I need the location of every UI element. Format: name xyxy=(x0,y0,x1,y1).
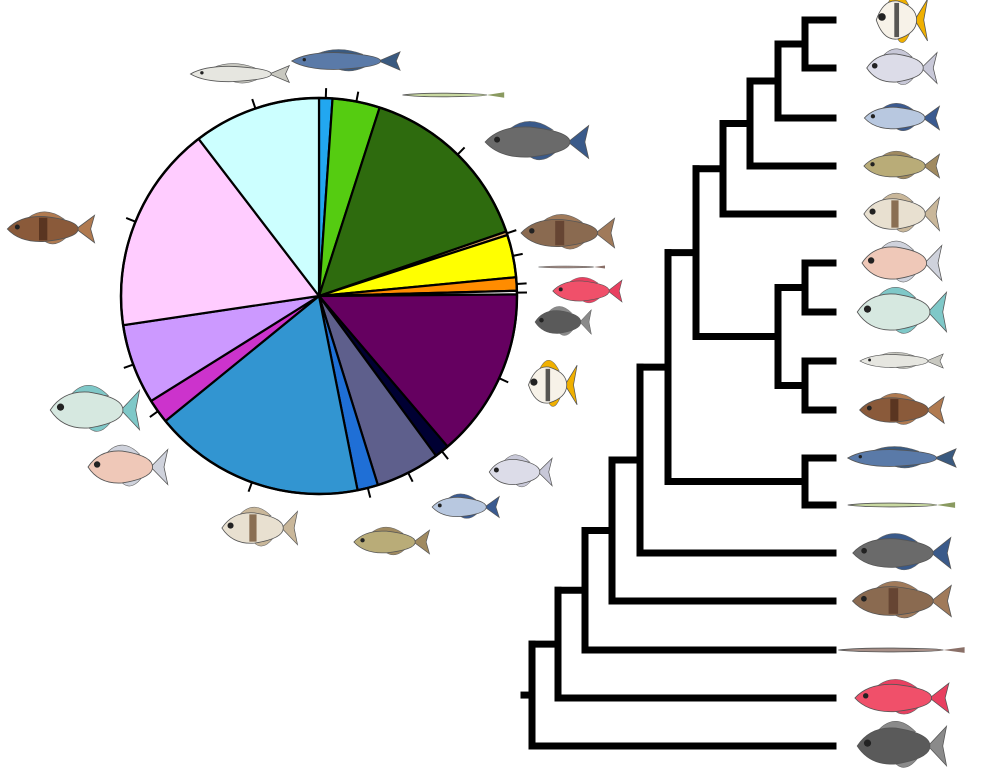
needlefish-icon xyxy=(847,502,956,508)
pie-tick-1 xyxy=(355,91,360,102)
pie-tick-12 xyxy=(149,410,159,418)
pie-tick-4 xyxy=(512,252,523,257)
pie-tick-10 xyxy=(366,487,372,498)
silverside-icon xyxy=(189,63,291,84)
mottled-scorpionfish-icon xyxy=(859,393,945,425)
butterflyfish-icon xyxy=(875,0,928,43)
flathead-icon xyxy=(484,121,590,161)
pink-flatfish-icon xyxy=(87,444,169,487)
blue-wrasse-icon xyxy=(863,103,941,132)
silver-moonfish-icon xyxy=(866,48,938,85)
dark-sweeper-icon xyxy=(856,721,948,768)
pie-tick-9 xyxy=(407,472,414,483)
butterflyfish-icon xyxy=(528,359,578,407)
olive-bass-icon xyxy=(353,526,431,556)
pie-outline xyxy=(119,96,519,496)
pie-fish-icons xyxy=(6,49,623,556)
blue-wrasse-icon xyxy=(431,493,500,519)
pie-tick-7 xyxy=(498,377,509,384)
mackerel-icon xyxy=(846,446,957,469)
needlefish-icon xyxy=(402,92,505,98)
pink-flatfish-icon xyxy=(861,240,943,283)
pie-tick-3 xyxy=(506,229,517,235)
eel-icon xyxy=(538,265,605,269)
trevally-icon xyxy=(49,385,141,432)
pie-tick-11 xyxy=(247,481,253,493)
phylogenetic-tree xyxy=(520,16,837,750)
flathead-icon xyxy=(852,533,952,571)
mottled-scorpionfish-icon xyxy=(6,211,96,245)
pie-tick-8 xyxy=(441,450,449,460)
mackerel-icon xyxy=(290,49,401,72)
pie-tick-2 xyxy=(456,146,466,156)
pie-tick-marks xyxy=(123,88,527,498)
olive-bass-icon xyxy=(863,150,941,180)
pie-chart xyxy=(119,96,519,496)
grouper-icon xyxy=(520,214,616,250)
silver-moonfish-icon xyxy=(488,454,553,488)
trevally-icon xyxy=(856,287,948,334)
grouper-icon xyxy=(851,581,952,619)
eel-icon xyxy=(838,647,965,653)
red-squirrelfish-icon xyxy=(854,679,950,715)
pie-tick-13 xyxy=(123,363,134,369)
dark-sweeper-icon xyxy=(534,306,592,336)
silverside-icon xyxy=(859,351,944,369)
pie-tick-5 xyxy=(516,282,527,285)
pie-tick-15 xyxy=(251,98,257,109)
banded-grunt-icon xyxy=(863,192,941,233)
banded-grunt-icon xyxy=(221,506,299,547)
tree-fish-icons xyxy=(838,0,965,768)
pie-tick-14 xyxy=(125,217,136,223)
red-squirrelfish-icon xyxy=(552,277,623,304)
